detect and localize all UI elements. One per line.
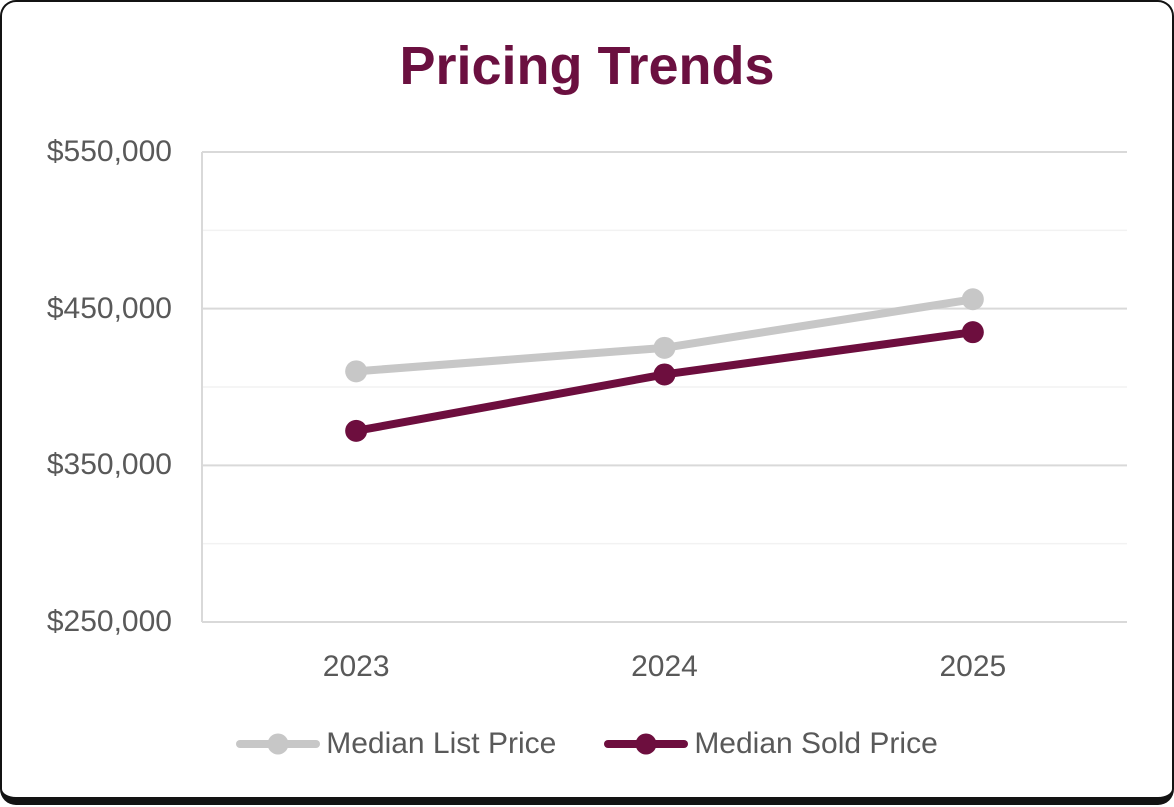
- series-line-median-list-price: [352, 295, 977, 376]
- legend-item-median-list-price: Median List Price: [236, 726, 556, 762]
- legend-line-swatch-median-sold-price: [604, 733, 689, 755]
- series-point-median-sold-price-2024: [653, 363, 676, 386]
- chart-title: Pricing Trends: [399, 36, 775, 96]
- series-point-median-sold-price-2023: [345, 419, 368, 442]
- legend-marker-dot: [635, 733, 657, 755]
- legend-item-median-sold-price: Median Sold Price: [604, 726, 938, 762]
- y-axis-label-450000: $450,000: [46, 291, 172, 325]
- y-axis-label-250000: $250,000: [46, 605, 172, 638]
- chart-legend: Median List Price Median Sold Price: [2, 726, 1172, 762]
- legend-label-median-sold-price: Median Sold Price: [694, 727, 938, 760]
- series-point-median-list-price-2024: [653, 336, 676, 359]
- x-axis-label-2024: 2024: [631, 650, 698, 683]
- series-point-median-list-price-2025: [961, 288, 984, 311]
- legend-label-median-list-price: Median List Price: [326, 727, 557, 760]
- y-axis-label-350000: $350,000: [46, 448, 172, 482]
- legend-line-swatch-median-list-price: [236, 733, 321, 755]
- x-axis-label-2025: 2025: [939, 650, 1007, 683]
- x-axis-label-2023: 2023: [322, 650, 390, 683]
- y-axis-label-550000: $550,000: [46, 135, 172, 168]
- legend-marker-dot: [267, 733, 289, 755]
- series-point-median-sold-price-2025: [961, 321, 984, 344]
- series-point-median-list-price-2023: [345, 360, 368, 383]
